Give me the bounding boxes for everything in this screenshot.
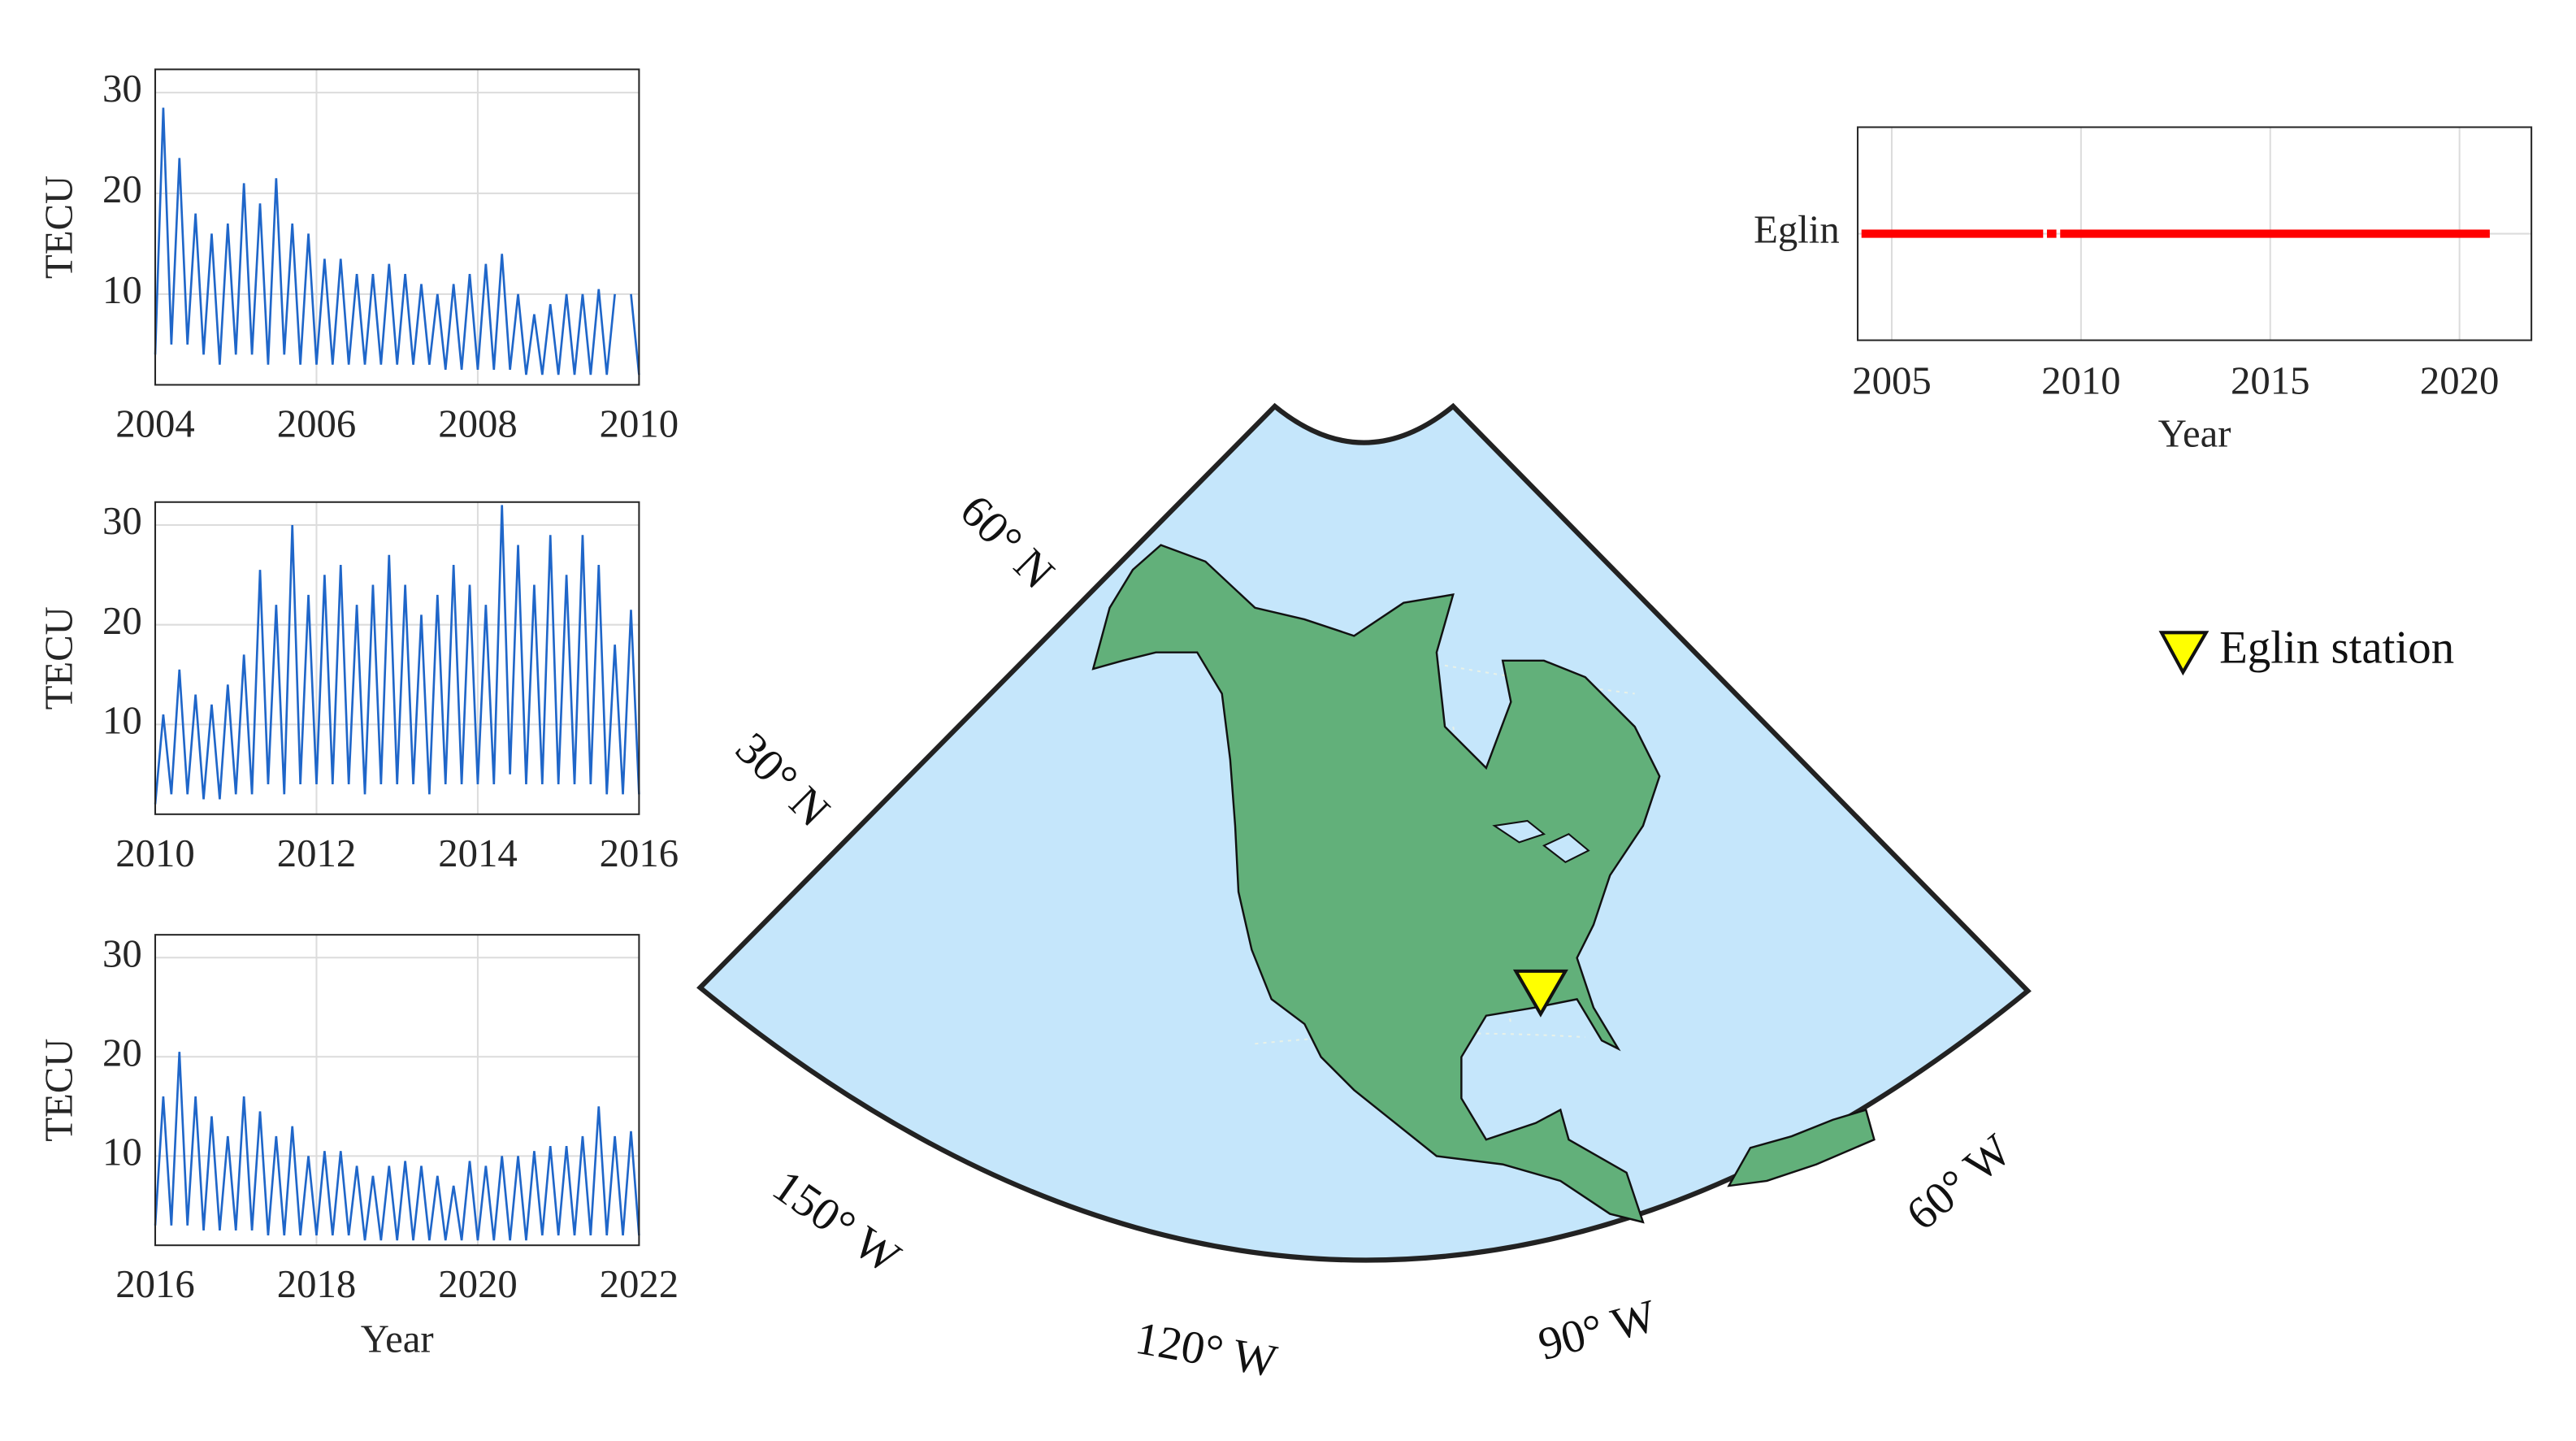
legend-label: Eglin station [2219,623,2454,674]
x-tick-label: 2010 [115,831,195,875]
lon-label: 60° W [1897,1124,2021,1240]
axes-frame [154,934,640,1247]
y-axis-label: TECU [37,176,80,279]
y-tick-label: 20 [102,167,142,211]
legend-marker [2158,631,2210,676]
x-tick-label: 2012 [277,831,356,875]
map: Eglin station 60° N 30° N 150° W 120° W … [696,402,2454,1387]
data-line [154,505,640,805]
y-axis-label: TECU [37,1039,80,1142]
lon-label: 120° W [1132,1313,1281,1387]
x-tick-label: 2016 [600,831,679,875]
coverage-segment [1861,229,2044,238]
x-tick-label: 2006 [277,402,356,446]
station-marker [1512,969,1568,1018]
y-tick-label: 10 [102,268,142,312]
y-tick-label: 20 [102,1031,142,1074]
x-tick-label: 2020 [438,1262,518,1306]
y-tick-label: 30 [102,931,142,975]
y-tick-label: 30 [102,67,142,111]
axes-frame [154,68,640,386]
coverage-segment [2046,229,2057,238]
data-line [154,1052,640,1241]
land-south-america [1727,1109,1876,1187]
x-tick-label: 2016 [115,1262,195,1306]
y-tick-label: 10 [102,1131,142,1174]
x-axis-label: Year [2158,412,2231,456]
y-tick-label: 20 [102,599,142,643]
y-tick-label: 10 [102,699,142,743]
x-axis-label: Year [361,1317,434,1361]
coverage-segment [2060,229,2490,238]
axes-frame [154,501,640,815]
x-tick-label: 2010 [600,402,679,446]
axes-frame [1857,126,2533,341]
x-tick-label: 2008 [438,402,518,446]
plot-area [155,935,640,1246]
data-line [154,107,640,375]
x-tick-label: 2004 [115,402,195,446]
y-axis-label: TECU [37,606,80,710]
x-tick-label: 2020 [2420,359,2500,403]
x-tick-label: 2005 [1852,359,1932,403]
great-lakes [1492,819,1590,863]
lon-label: 90° W [1533,1290,1662,1370]
lat-label: 30° N [726,723,839,836]
lon-label: 150° W [764,1160,910,1283]
y-tick-label: 30 [102,499,142,543]
x-tick-label: 2022 [600,1262,679,1306]
lat-label: 60° N [950,485,1064,599]
x-tick-label: 2010 [2041,359,2121,403]
x-tick-label: 2014 [438,831,518,875]
x-tick-label: 2018 [277,1262,356,1306]
x-tick-label: 2015 [2231,359,2310,403]
y-tick-label: Eglin [1754,208,1840,252]
